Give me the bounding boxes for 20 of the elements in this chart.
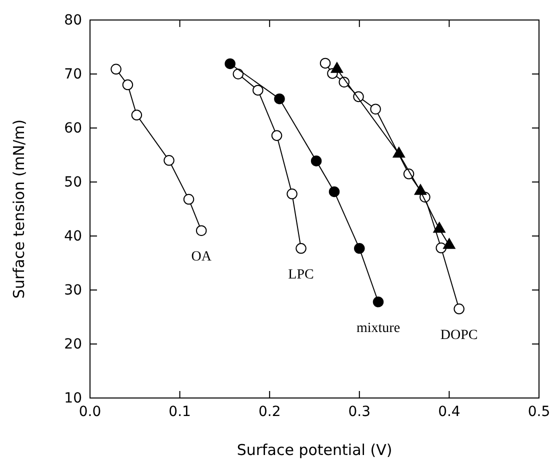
y-tick-label: 80 [64, 12, 82, 28]
x-tick-label: 0.4 [438, 404, 460, 420]
y-tick-label: 30 [64, 282, 82, 298]
y-tick-label: 40 [64, 228, 82, 244]
x-axis-title: Surface potential (V) [236, 441, 392, 459]
y-tick-label: 70 [64, 66, 82, 82]
x-tick-label: 0.2 [258, 404, 281, 420]
series-label: LPC [288, 267, 314, 282]
y-tick-label: 10 [64, 390, 82, 406]
series-label: mixture [356, 320, 400, 336]
y-tick-label: 50 [64, 174, 82, 190]
y-tick-label: 20 [64, 336, 82, 352]
x-tick-label: 0.0 [78, 404, 102, 420]
series-label: OA [191, 250, 212, 265]
x-tick-label: 0.1 [168, 404, 191, 420]
series-label: DOPC [440, 328, 478, 343]
y-tick-label: 60 [64, 120, 82, 136]
y-axis-title: Surface tension (mN/m) [10, 119, 28, 299]
x-tick-label: 0.3 [348, 404, 371, 420]
x-tick-label: 0.5 [528, 404, 550, 420]
